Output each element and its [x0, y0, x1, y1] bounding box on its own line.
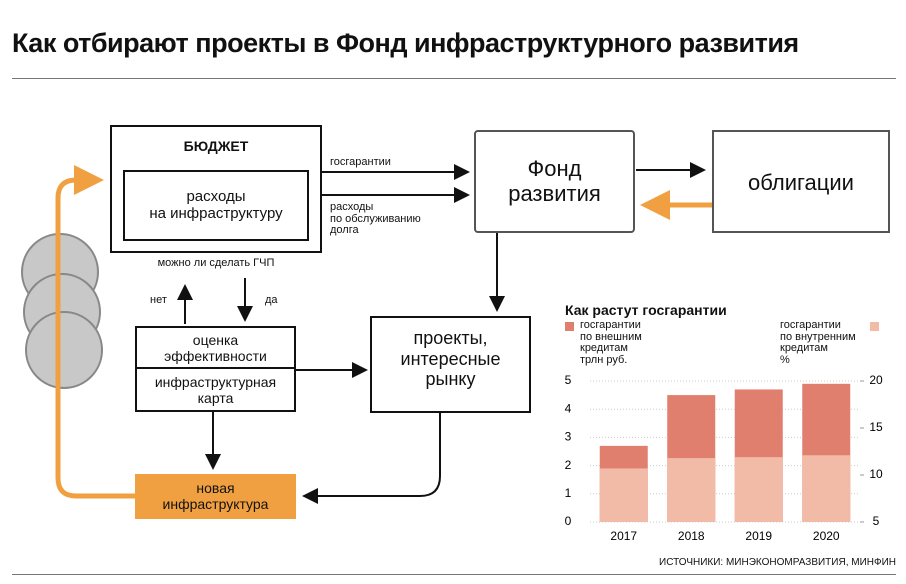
node-label: инфраструктурная карта — [154, 374, 277, 407]
y-tick-label: 0 — [565, 514, 572, 528]
y2-tick-label: 20 — [869, 373, 883, 387]
node: расходы на инфраструктуру — [123, 170, 309, 241]
legend-label: госгарантии по внешним кредитам трлн руб… — [580, 319, 642, 366]
edge-label: расходы по обслуживанию долга — [330, 201, 421, 237]
x-tick-label: 2017 — [610, 529, 637, 543]
bar — [599, 468, 648, 522]
node: проекты, интересные рынку — [370, 316, 531, 413]
y-tick-label: 2 — [565, 458, 572, 472]
rule — [12, 78, 896, 79]
edge-label: можно ли сделать ГЧП — [157, 257, 275, 269]
legend-label: госгарантии по внутренним кредитам % — [780, 319, 856, 366]
y-tick-label: 3 — [565, 430, 572, 444]
node-label: БЮДЖЕТ — [183, 138, 249, 154]
edge-label: нет — [150, 294, 167, 306]
bar — [734, 457, 783, 522]
node: новая инфраструктура — [135, 474, 296, 519]
edge-label: госгарантии — [330, 156, 391, 168]
node: облигации — [712, 130, 890, 233]
legend-swatch — [870, 322, 879, 331]
y-tick-label: 1 — [565, 486, 572, 500]
node-label: оценка эффективности — [164, 332, 267, 365]
y2-tick-label: 10 — [869, 467, 883, 481]
y2-tick-label: 5 — [873, 514, 880, 528]
source: ИСТОЧНИКИ: МИНЭКОНОМРАЗВИТИЯ, МИНФИН — [659, 557, 896, 568]
edge-label: да — [265, 294, 278, 306]
y-tick-label: 5 — [565, 373, 572, 387]
title: Как отбирают проекты в Фонд инфраструкту… — [12, 28, 799, 58]
chart-title: Как растут госгарантии — [565, 302, 727, 318]
orange-arrows — [55, 165, 712, 499]
x-tick-label: 2020 — [813, 529, 840, 543]
bar — [802, 455, 851, 522]
node: Фонд развития — [474, 130, 635, 233]
bar — [667, 458, 716, 522]
divider — [135, 367, 296, 369]
x-tick-label: 2019 — [745, 529, 772, 543]
legend-swatch — [565, 322, 574, 331]
arrows — [177, 162, 706, 504]
y-tick-label: 4 — [565, 401, 572, 415]
assessment-box — [135, 326, 296, 412]
y2-tick-label: 15 — [869, 420, 883, 434]
rule — [12, 574, 896, 575]
x-tick-label: 2018 — [678, 529, 705, 543]
